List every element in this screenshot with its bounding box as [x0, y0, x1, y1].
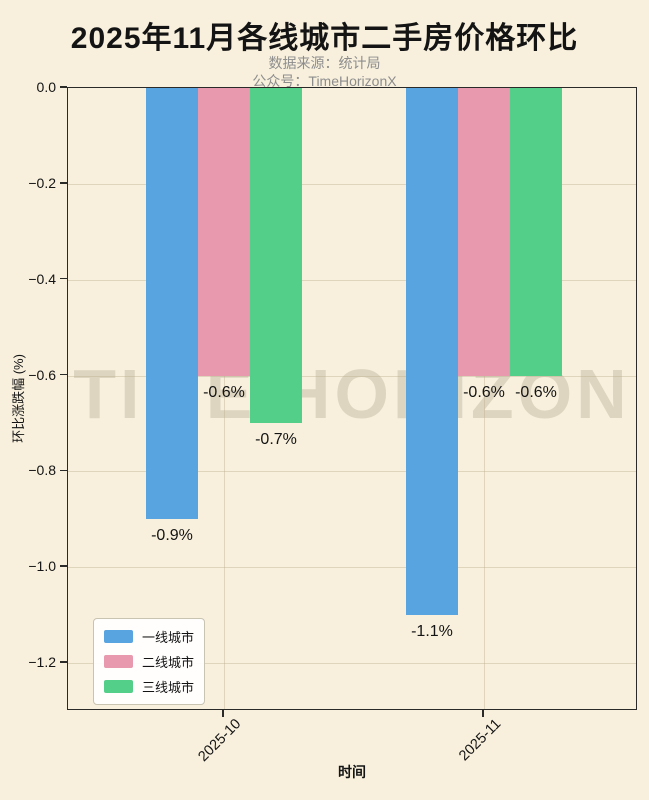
x-axis-label: 时间 [338, 764, 366, 780]
legend-color-swatch [104, 630, 133, 643]
bar-value-label: -0.6% [203, 383, 245, 401]
y-tick-mark [60, 373, 67, 376]
legend: 一线城市二线城市三线城市 [93, 618, 206, 705]
y-tick-label: −0.2 [28, 174, 56, 191]
chart-subtitle-source: 数据来源：统计局 [268, 55, 381, 71]
legend-item-一线城市: 一线城市 [104, 627, 194, 646]
plot-area: TIME HORIZON 一线城市 二线城市 三线城市 -0.9% -1.1% -0.6… [67, 87, 637, 710]
gridline-horizontal [68, 279, 636, 281]
bar-value-label: -1.1% [411, 623, 453, 641]
gridline-horizontal [68, 183, 636, 185]
y-tick-label: −0.8 [28, 462, 56, 479]
y-tick-label: −0.4 [28, 270, 56, 287]
bar-value-label: -0.6% [463, 383, 505, 401]
y-tick-mark [60, 469, 67, 472]
x-tick-mark [482, 710, 484, 717]
bar-三线城市-2025-11 [510, 88, 562, 376]
bar-三线城市-2025-10 [250, 88, 302, 424]
legend-item-label: 三线城市 [142, 680, 195, 695]
bar-二线城市-2025-11 [458, 88, 510, 376]
x-tick-mark [222, 710, 224, 717]
x-tick-label: 2025-11 [456, 716, 505, 765]
chart-subtitle-account: 公众号：TimeHorizonX [252, 73, 397, 89]
y-tick-mark [60, 182, 67, 184]
gridline-vertical [223, 88, 225, 709]
y-tick-mark [60, 86, 67, 88]
bar-一线城市-2025-10 [146, 88, 198, 520]
bar-value-label: -0.6% [515, 383, 557, 401]
legend-item-label: 一线城市 [142, 630, 195, 645]
y-tick-label: −0.6 [28, 366, 56, 383]
x-tick-label: 2025-10 [195, 716, 245, 765]
y-tick-mark [60, 277, 67, 280]
y-tick-label: −1.0 [28, 558, 56, 575]
legend-item-label: 二线城市 [142, 655, 195, 670]
legend-color-swatch [104, 680, 133, 693]
bar-一线城市-2025-11 [406, 88, 458, 616]
y-tick-label: 0.0 [36, 79, 56, 95]
bar-二线城市-2025-10 [198, 88, 250, 376]
gridline-vertical [483, 88, 485, 709]
y-tick-label: −1.2 [28, 654, 56, 671]
gridline-horizontal [68, 471, 636, 473]
gridline-horizontal [68, 375, 636, 377]
legend-item-三线城市: 三线城市 [104, 677, 194, 696]
y-tick-mark [60, 565, 67, 567]
legend-color-swatch [104, 655, 133, 668]
chart-title: 2025年11月各线城市二手房价格环比 [70, 22, 579, 55]
legend-item-二线城市: 二线城市 [104, 652, 194, 671]
gridline-horizontal [68, 663, 636, 665]
gridline-horizontal [68, 567, 636, 569]
y-tick-mark [60, 661, 67, 663]
bar-value-label: -0.9% [151, 527, 193, 545]
bar-value-label: -0.7% [255, 431, 297, 449]
